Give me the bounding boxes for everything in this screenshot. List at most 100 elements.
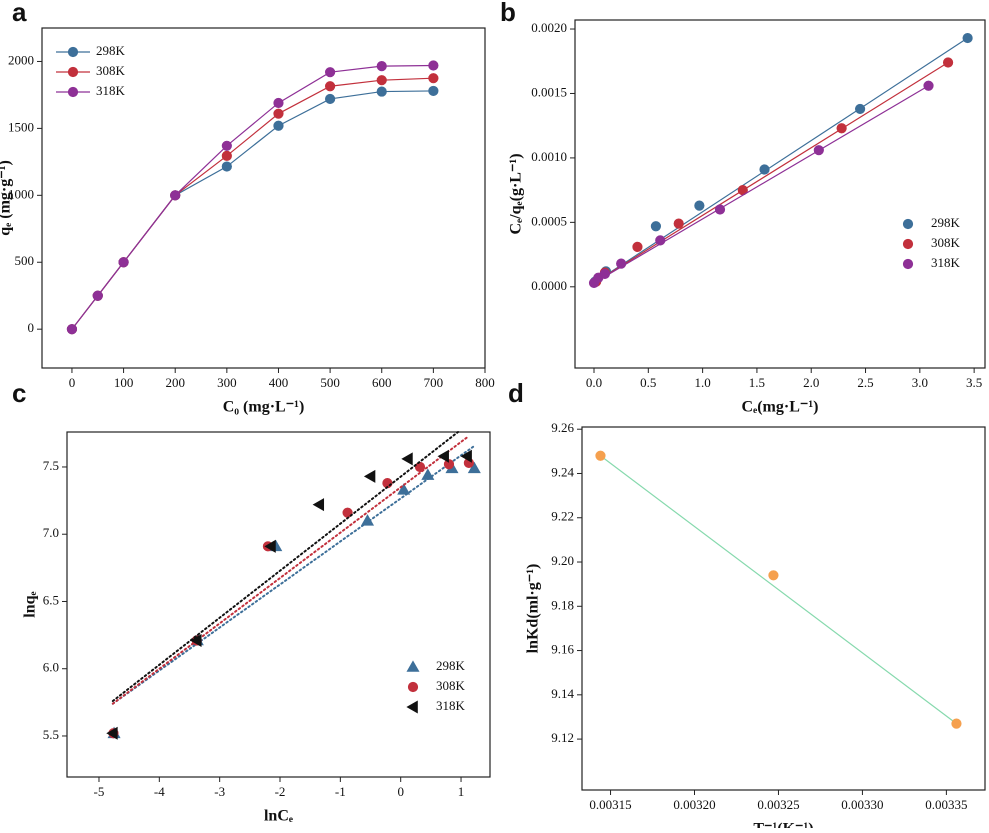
point: [325, 93, 336, 105]
point: [759, 164, 770, 175]
legend-marker: [406, 660, 420, 672]
point: [467, 461, 481, 474]
x-tick-label: 700: [424, 375, 444, 390]
plot-frame: [574, 19, 986, 369]
x-tick-label: 500: [320, 375, 340, 390]
point: [170, 190, 181, 201]
point: [401, 452, 413, 466]
x-tick-label: 200: [165, 375, 185, 390]
x-axis-label: T⁻¹(K⁻¹): [753, 821, 813, 828]
x-tick-label: 3.0: [912, 375, 928, 390]
legend-label: 298K: [436, 658, 466, 673]
y-tick-label: 6.5: [43, 592, 59, 607]
legend-marker: [67, 46, 79, 58]
x-tick-label: 0.0: [586, 375, 602, 390]
y-tick-label: 0.0000: [531, 278, 567, 293]
fit-line: [593, 85, 929, 284]
point: [312, 498, 325, 512]
y-tick-label: 7.5: [43, 458, 59, 473]
y-tick-label: 9.12: [551, 730, 574, 745]
panel: c -5 -4 -3 -2 -1 0 1 5.5 6.0 6.5 7.0 7.5 lnCₑ lnqₑ 298K…: [12, 378, 491, 825]
legend-label: 308K: [931, 235, 961, 250]
panel-label: d: [508, 378, 524, 408]
point: [428, 85, 439, 97]
point: [650, 221, 662, 232]
point: [673, 218, 684, 229]
point: [273, 108, 284, 119]
point: [942, 57, 954, 68]
y-tick-label: 500: [15, 253, 35, 268]
panel: b 0.0 0.5 1.0 1.5 2.0 2.5 3.0 3.5 0.0000 0.0005 0.0…: [500, 0, 986, 416]
panel-label: c: [12, 378, 26, 408]
x-tick-label: 0.00320: [673, 797, 715, 812]
fit-line: [111, 445, 475, 705]
point: [325, 81, 336, 92]
y-tick-label: 1000: [8, 186, 34, 201]
legend-marker: [902, 238, 914, 250]
legend-marker: [407, 681, 419, 693]
x-tick-label: -3: [214, 784, 225, 799]
y-axis-label: qₑ (mg·g⁻¹): [0, 160, 14, 236]
point: [190, 633, 202, 647]
point: [962, 32, 973, 44]
point: [714, 204, 726, 215]
fit-line: [593, 62, 949, 284]
point: [768, 570, 779, 581]
y-tick-label: 9.18: [551, 597, 574, 612]
panel: a 0 100 200 300 400 500 600 700 800 0 500 1000 1500 20…: [0, 0, 495, 416]
point: [951, 718, 962, 729]
legend-label: 298K: [96, 43, 126, 58]
x-tick-label: 1: [458, 784, 465, 799]
x-axis-label: lnCₑ: [264, 808, 293, 825]
point: [437, 449, 449, 463]
x-tick-label: 0.00330: [841, 797, 883, 812]
x-tick-label: 1.5: [749, 375, 765, 390]
point: [221, 161, 232, 172]
x-tick-label: 400: [269, 375, 289, 390]
point: [428, 73, 439, 84]
x-tick-label: -4: [154, 784, 165, 799]
point: [694, 200, 705, 211]
y-axis-label: lnKd(ml·g⁻¹): [525, 564, 542, 654]
y-tick-label: 0.0010: [531, 149, 567, 164]
point: [428, 60, 439, 71]
x-tick-label: 0.5: [640, 375, 656, 390]
y-tick-label: 9.14: [551, 686, 574, 701]
y-tick-label: 1500: [8, 119, 34, 134]
point: [66, 324, 78, 335]
y-tick-label: 6.0: [43, 660, 59, 675]
x-tick-label: 300: [217, 375, 237, 390]
y-tick-label: 5.5: [43, 727, 59, 742]
point: [221, 140, 232, 151]
x-axis-label: C₀ (mg·L⁻¹): [223, 399, 305, 416]
point: [599, 268, 610, 280]
x-tick-label: 100: [114, 375, 134, 390]
point: [325, 67, 336, 78]
x-tick-label: -5: [94, 784, 105, 799]
y-tick-label: 0.0015: [531, 84, 567, 99]
point: [595, 450, 606, 461]
point: [813, 145, 824, 156]
legend-label: 308K: [436, 678, 466, 693]
y-tick-label: 9.16: [551, 642, 574, 657]
y-axis-label: lnqₑ: [22, 591, 39, 617]
y-tick-label: 9.24: [551, 464, 574, 479]
point: [655, 235, 666, 246]
fit-line: [111, 436, 469, 705]
legend-marker: [902, 258, 914, 270]
y-tick-label: 0: [28, 320, 35, 335]
point: [632, 241, 643, 252]
legend-marker: [406, 700, 418, 714]
point: [376, 75, 387, 86]
x-tick-label: 800: [475, 375, 495, 390]
legend-label: 318K: [931, 255, 961, 270]
point: [273, 120, 284, 131]
legend-marker: [67, 66, 79, 78]
legend-marker: [902, 218, 914, 230]
point: [397, 483, 411, 495]
x-tick-label: -1: [335, 784, 346, 799]
fit-line: [111, 431, 460, 703]
legend-marker: [67, 86, 79, 98]
point: [264, 539, 276, 553]
x-tick-label: 2.5: [857, 375, 873, 390]
